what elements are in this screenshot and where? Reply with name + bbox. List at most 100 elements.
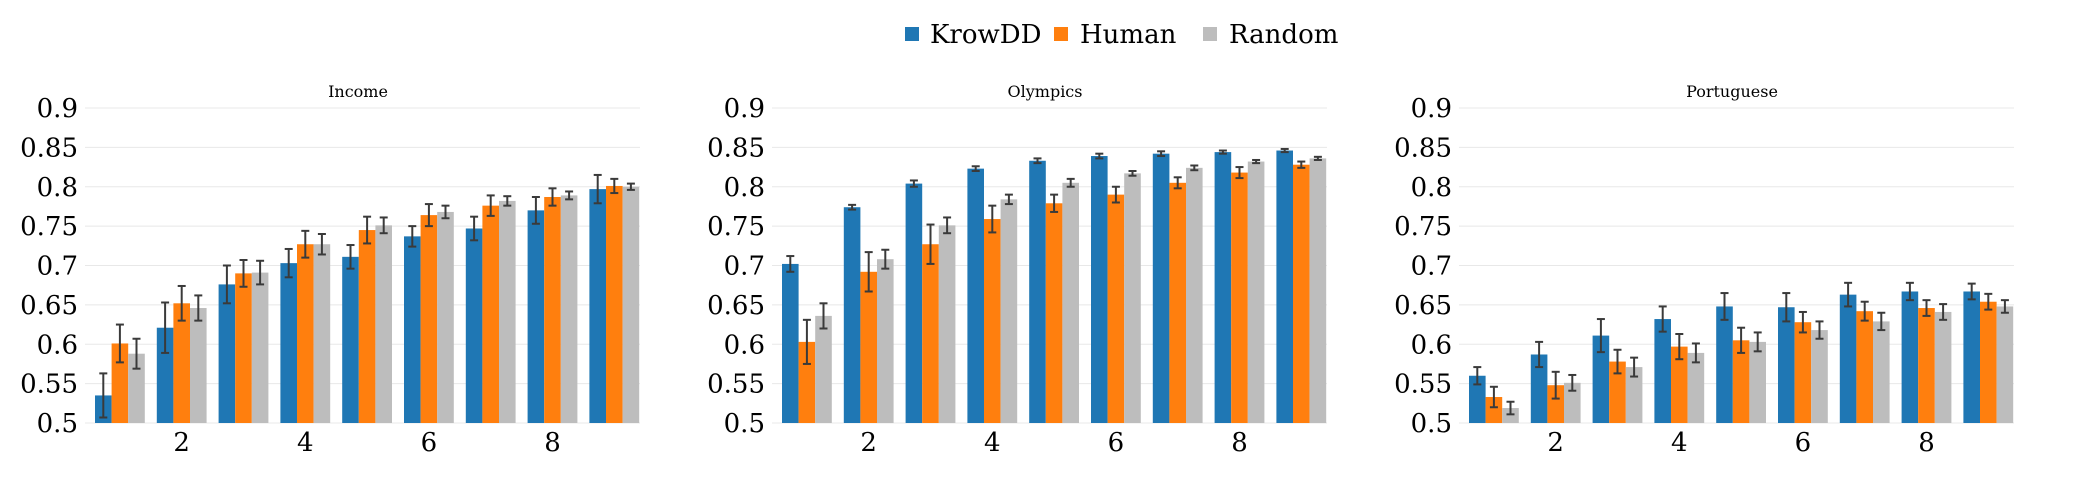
y-tick-label: 0.6 [1411, 330, 1452, 360]
y-tick-label: 0.75 [707, 212, 765, 242]
error-bar-random [1753, 331, 1762, 353]
bar-random [1502, 408, 1519, 423]
error-bar-random [2000, 299, 2009, 314]
bar-random [877, 259, 894, 423]
bar-krowdd [465, 228, 483, 423]
error-bar-human [1737, 326, 1746, 354]
error-bar-krowdd [222, 264, 231, 305]
error-bar-random [132, 337, 141, 370]
bar-krowdd [1530, 354, 1548, 423]
bar-random [190, 308, 207, 423]
x-tick-label: 8 [1231, 428, 1248, 458]
error-bar-human [239, 258, 248, 288]
error-bar-random [1506, 400, 1515, 416]
x-tick-label: 2 [173, 428, 190, 458]
bar-random [1564, 382, 1581, 423]
error-bar-random [1630, 356, 1639, 378]
panel-olympics: Olympics 0.5 0.55 0.6 0.65 0.7 0.75 0.8 0.85 0.9 2… [707, 82, 1327, 458]
x-tick-label: 8 [1918, 428, 1935, 458]
bar-human [1045, 203, 1063, 423]
error-bar-human [1050, 193, 1059, 213]
bar-human [297, 244, 314, 423]
bar-random [815, 315, 832, 423]
y-tick-label: 0.5 [1411, 409, 1452, 439]
bar-random [375, 225, 392, 423]
error-bar-random [1815, 320, 1824, 340]
error-bar-random [1691, 342, 1700, 364]
y-tick-label: 0.55 [20, 370, 78, 400]
error-bar-krowdd [408, 225, 417, 248]
error-bar-human [301, 229, 310, 259]
error-bar-random [1939, 303, 1948, 321]
error-bar-human [177, 284, 186, 322]
bar-krowdd [843, 207, 861, 423]
error-bar-krowdd [531, 195, 540, 225]
y-tick-label: 0.7 [724, 252, 765, 282]
error-bar-krowdd [786, 255, 795, 273]
legend-swatch-random [1203, 27, 1217, 41]
bar-human [420, 215, 438, 423]
error-bar-random [1004, 193, 1013, 206]
panel-title: Olympics [1008, 82, 1083, 101]
bar-krowdd [1029, 160, 1046, 423]
bar-human [1671, 346, 1688, 423]
bar-random [1687, 352, 1705, 423]
error-bar-random [1568, 373, 1577, 392]
y-tick-label: 0.5 [724, 409, 765, 439]
error-bar-human [1675, 333, 1684, 361]
bar-human [1231, 172, 1248, 423]
error-bar-random [503, 195, 512, 207]
error-bar-human [115, 323, 124, 364]
y-tick-label: 0.9 [724, 94, 765, 124]
bar-krowdd [782, 263, 799, 423]
x-tick-label: 8 [544, 428, 561, 458]
bar-random [622, 186, 640, 423]
x-tick-label: 6 [421, 428, 438, 458]
bar-human [606, 185, 623, 423]
error-bar-random [1313, 155, 1322, 161]
bar-krowdd [280, 263, 297, 423]
bar-human [1609, 361, 1626, 423]
bar-krowdd [1654, 319, 1671, 423]
y-tick-label: 0.9 [1411, 94, 1452, 124]
error-bar-random [194, 294, 203, 322]
bar-random [128, 353, 145, 423]
bar-krowdd [1778, 307, 1795, 423]
error-bar-random [819, 302, 828, 330]
error-bar-random [1252, 158, 1261, 165]
error-bar-human [1235, 166, 1244, 180]
bar-random [1873, 321, 1890, 423]
error-bar-krowdd [1280, 147, 1289, 154]
y-tick-label: 0.55 [1394, 370, 1452, 400]
y-tick-label: 0.65 [20, 291, 78, 321]
error-bar-human [424, 203, 433, 228]
y-tick-label: 0.85 [20, 133, 78, 163]
y-tick-label: 0.9 [37, 94, 78, 124]
legend: KrowDD Human Random [905, 20, 1338, 50]
panel-title: Income [328, 82, 388, 101]
error-bar-random [1066, 177, 1075, 188]
y-tick-label: 0.55 [707, 370, 765, 400]
y-tick-label: 0.75 [1394, 212, 1452, 242]
error-bar-krowdd [1218, 149, 1227, 155]
panel-title: Portuguese [1686, 82, 1778, 101]
bar-random [437, 211, 454, 423]
y-tick-label: 0.6 [37, 330, 78, 360]
y-tick-label: 0.6 [724, 330, 765, 360]
error-bar-random [256, 259, 265, 286]
bar-human [544, 196, 561, 423]
x-tick-label: 4 [984, 428, 1001, 458]
legend-label-krowdd: KrowDD [930, 20, 1041, 50]
bar-krowdd [156, 327, 174, 423]
bar-random [1062, 182, 1079, 423]
y-tick-label: 0.85 [1394, 133, 1452, 163]
x-tick-label: 6 [1795, 428, 1812, 458]
y-tick-label: 0.8 [724, 173, 765, 203]
y-tick-label: 0.7 [37, 252, 78, 282]
bar-human [1794, 322, 1812, 423]
error-bar-human [1297, 160, 1306, 169]
bar-krowdd [1152, 153, 1170, 424]
error-bar-random [565, 190, 574, 201]
bar-krowdd [1716, 306, 1733, 423]
bar-random [1749, 341, 1766, 423]
